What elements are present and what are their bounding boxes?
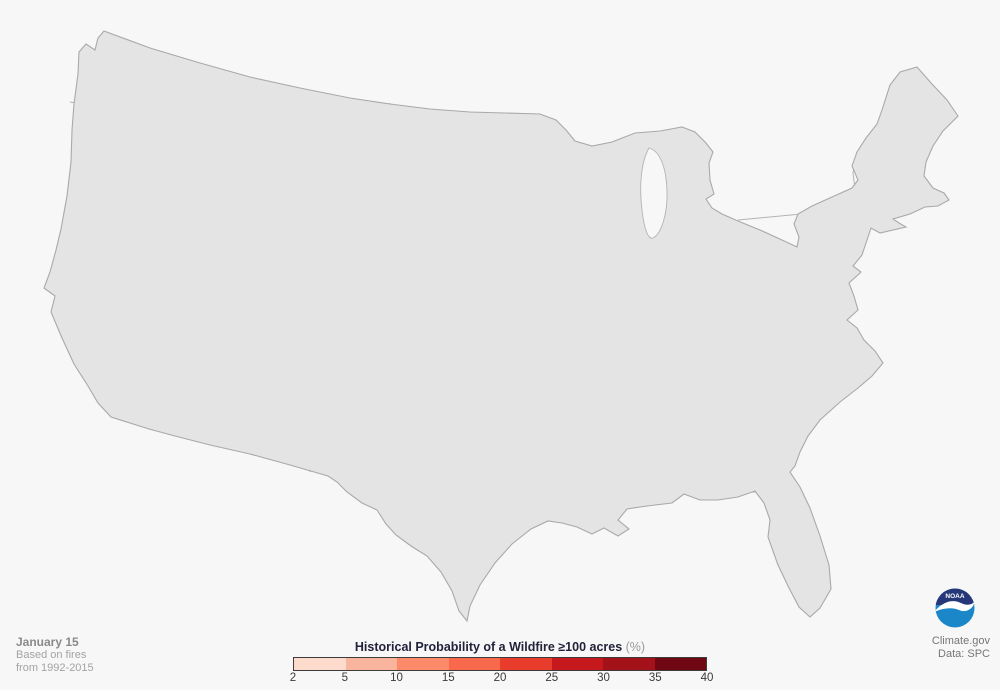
noaa-logo-top-band <box>935 588 975 605</box>
legend-unit: (%) <box>625 640 646 654</box>
legend-tick-5: 5 <box>341 672 348 684</box>
legend-segment-7 <box>654 658 706 670</box>
color-scale-ticks: 2 5 10 15 20 25 30 35 40 <box>289 672 714 686</box>
legend-tick-2: 2 <box>289 672 297 684</box>
date-label: January 15 <box>16 635 79 649</box>
data-source-credit: Data: SPC <box>938 648 990 660</box>
legend-tick-40: 40 <box>700 672 714 684</box>
seagull-icon <box>935 601 975 612</box>
color-scale-bar <box>293 657 707 671</box>
legend-segment-2 <box>397 658 449 670</box>
noaa-logo-text: NOAA <box>945 593 964 600</box>
noaa-logo: NOAA <box>935 588 975 628</box>
date-subtitle-line1: Based on fires <box>16 649 87 661</box>
legend-tick-10: 10 <box>390 672 403 684</box>
date-annotation: January 15 Based on fires from 1992-2015 <box>16 636 94 675</box>
coastline <box>43 30 959 622</box>
legend-segment-5 <box>551 658 603 670</box>
credits: NOAA Climate.gov Data: SPC <box>920 585 990 661</box>
legend-segment-6 <box>603 658 655 670</box>
lake-michigan <box>640 147 668 239</box>
legend-title: Historical Probability of a Wildfire ≥10… <box>354 640 646 654</box>
site-credit: Climate.gov <box>931 635 990 647</box>
legend-segment-4 <box>500 658 552 670</box>
legend-tick-15: 15 <box>441 672 455 684</box>
legend-tick-25: 25 <box>545 672 559 684</box>
legend-tick-35: 35 <box>648 672 662 684</box>
legend-segment-0 <box>294 658 346 670</box>
legend-tick-20: 20 <box>493 672 507 684</box>
date-subtitle-line2: from 1992-2015 <box>16 662 94 674</box>
legend-segment-1 <box>345 658 397 670</box>
legend-segment-3 <box>448 658 500 670</box>
legend-tick-30: 30 <box>597 672 610 684</box>
